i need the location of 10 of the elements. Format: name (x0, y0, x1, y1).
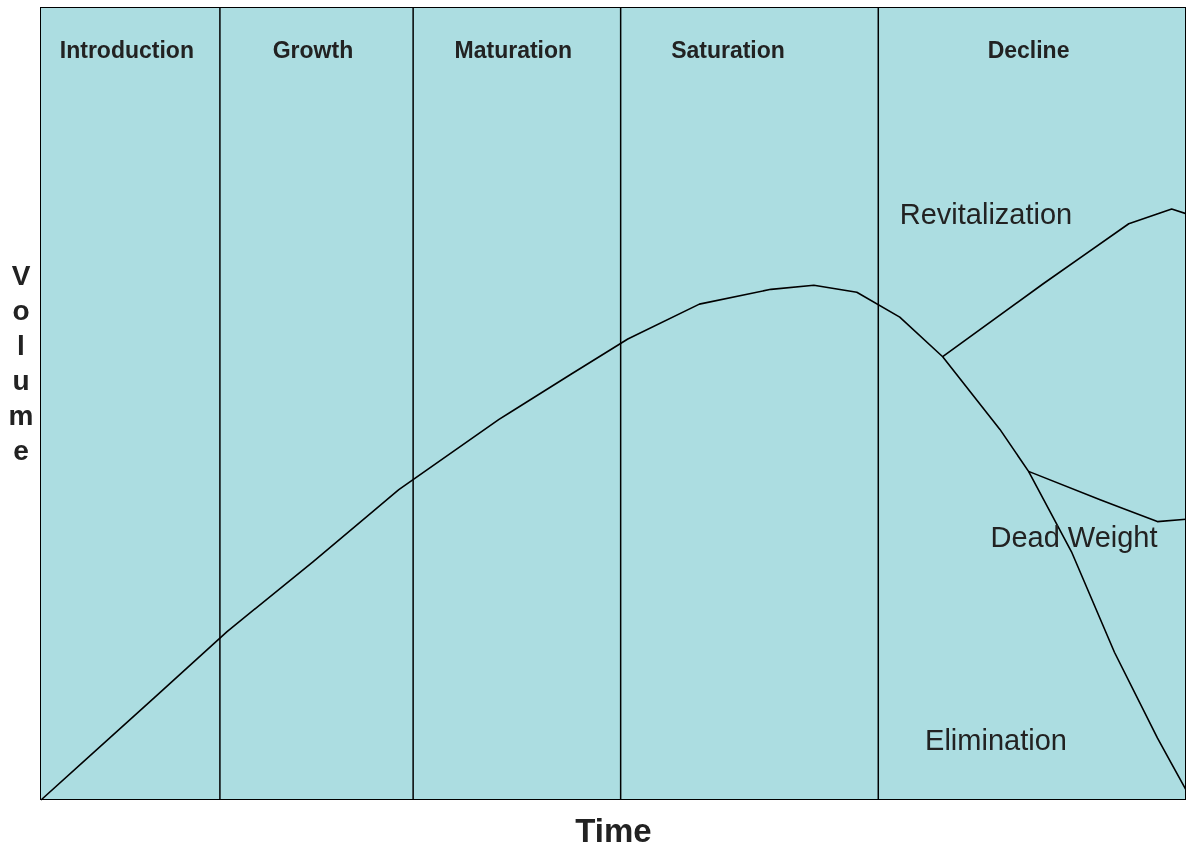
x-tick-label: Maturation (454, 37, 573, 64)
series-label: Revitalization (899, 198, 1073, 231)
x-tick-label: Growth (272, 37, 354, 64)
x-tick-label: Introduction (59, 37, 194, 64)
x-axis-title: Time (574, 812, 653, 850)
x-tick-label: Decline (987, 37, 1070, 64)
x-tick-label: Saturation (671, 37, 785, 64)
y-axis-title: Volume (7, 259, 35, 468)
series-label: Dead Weight (990, 520, 1158, 553)
text: Elimination (925, 723, 1067, 756)
